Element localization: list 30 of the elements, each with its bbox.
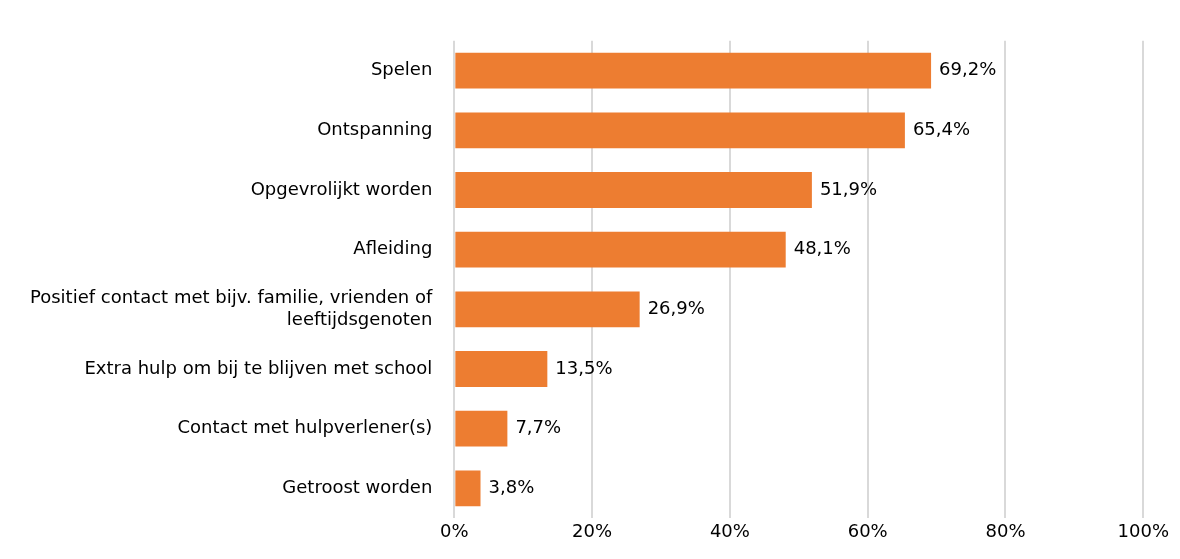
bar (455, 351, 548, 387)
bar (455, 231, 786, 268)
bar (455, 172, 812, 208)
y-tick-label: Spelen (370, 58, 433, 80)
data-label: 48,1% (793, 237, 851, 259)
y-tick-label: Extra hulp om bij te blijven met school (84, 356, 433, 378)
bar (455, 112, 905, 149)
y-tick-label: Ontspanning (317, 117, 433, 139)
data-label: 7,7% (515, 416, 562, 438)
data-label: 26,9% (647, 297, 705, 319)
data-label: 51,9% (819, 177, 878, 199)
bar (455, 410, 508, 447)
data-label: 13,5% (555, 356, 613, 378)
bar (455, 52, 932, 89)
data-label: 3,8% (488, 476, 535, 498)
bar (455, 291, 640, 328)
y-tick-label: Contact met hulpverlener(s) (177, 416, 433, 438)
x-tick-label: 0% (440, 519, 469, 541)
x-tick-label: 100% (1117, 519, 1169, 541)
data-label: 69,2% (939, 58, 997, 80)
x-tick-label: 20% (572, 519, 613, 541)
y-tick-label: Getroost worden (282, 476, 433, 498)
bar (455, 470, 481, 507)
data-label: 65,4% (912, 117, 971, 139)
y-tick-label: Opgevrolijkt worden (250, 177, 433, 199)
x-tick-label: 80% (985, 519, 1026, 541)
y-tick-label: Positief contact met bijv. familie, vrienden of leeftijdsgenoten (30, 286, 433, 329)
y-tick-label: Afleiding (353, 237, 433, 259)
x-tick-label: 60% (847, 519, 888, 541)
x-tick-label: 40% (709, 519, 750, 541)
